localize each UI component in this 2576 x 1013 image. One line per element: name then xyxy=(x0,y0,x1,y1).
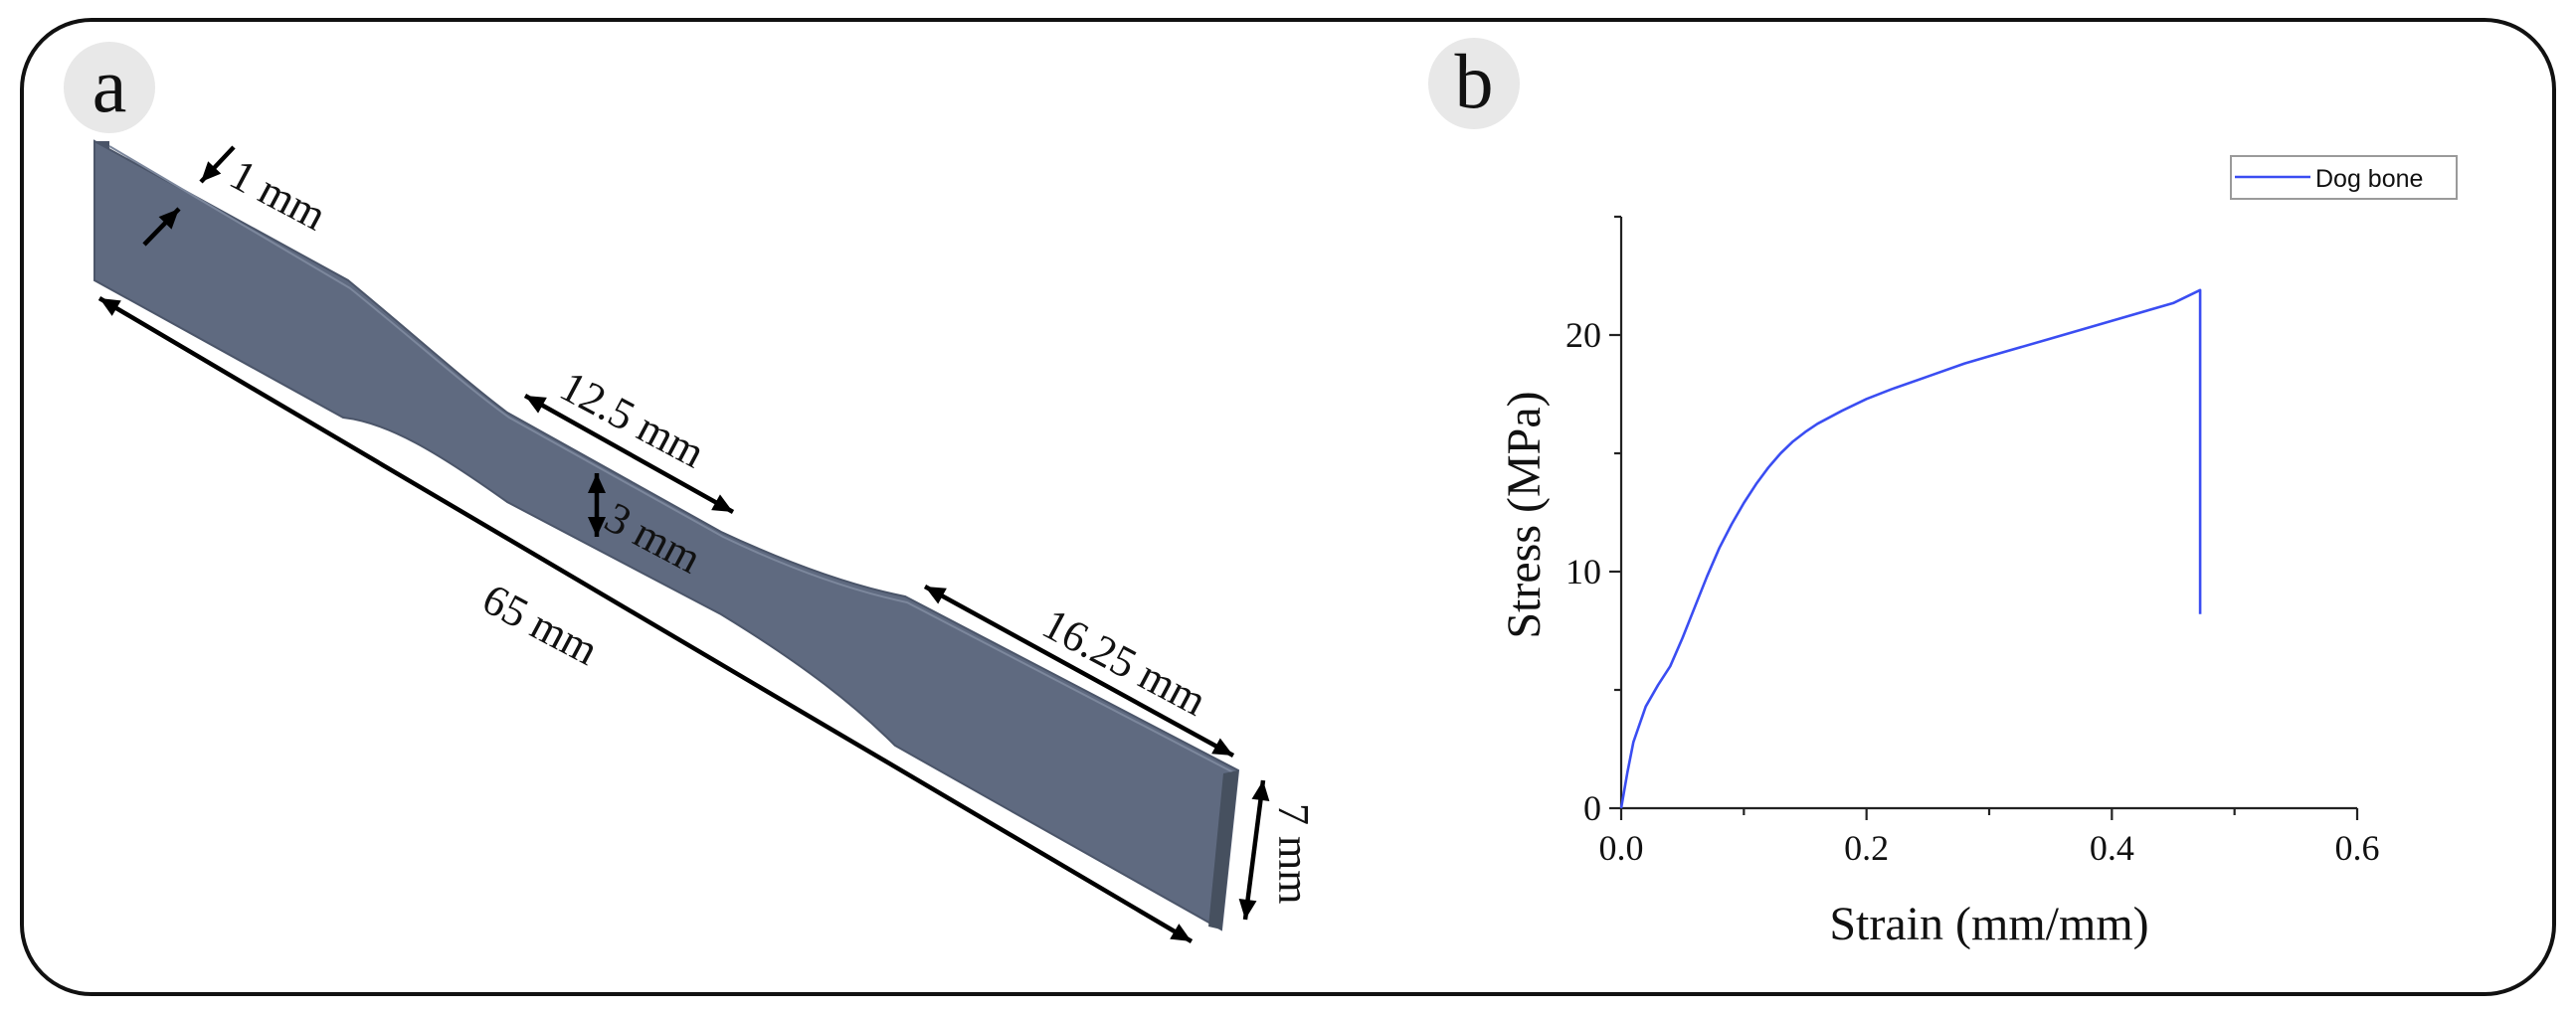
series-layer xyxy=(1619,288,2202,809)
legend-label: Dog bone xyxy=(2315,165,2423,193)
grip-width-label: 7 mm xyxy=(1269,803,1318,904)
y-tick-label: 0 xyxy=(1583,788,1601,828)
gauge-length-arrow-head-end xyxy=(711,494,733,512)
thickness-arrow-top-head xyxy=(201,161,222,182)
specimen-end-face xyxy=(1208,770,1238,929)
grip-length-arrow xyxy=(923,585,1235,758)
dimension-arrows xyxy=(97,145,1270,943)
grip-length-arrow-head-start xyxy=(925,587,947,604)
x-tick-label: 0.2 xyxy=(1844,828,1889,868)
total-length-arrow-head-end xyxy=(1170,924,1192,941)
panel-b: b 0.0 0.2 0.4 0.6 0 10 20 Strain (mm/mm) Stres… xyxy=(1428,38,2458,950)
y-axis-title: Stress (MPa) xyxy=(1498,391,1551,638)
figure-frame xyxy=(20,18,2556,996)
gauge-width-arrow-head-start xyxy=(588,473,606,493)
axis-ticks: 0.0 0.2 0.4 0.6 0 10 20 xyxy=(1565,215,2380,868)
panel-a-label: a xyxy=(92,42,127,128)
specimen-edge-line xyxy=(108,145,1234,773)
gauge-length-arrow xyxy=(523,394,735,514)
grip-width-arrow-head-start xyxy=(1251,780,1270,801)
panel-b-label: b xyxy=(1455,38,1494,124)
gauge-width-arrow-head-end xyxy=(588,517,606,537)
stress-strain-chart: 0.0 0.2 0.4 0.6 0 10 20 Strain (mm/mm) Stress … xyxy=(1498,155,2458,950)
grip-length-arrow-head-end xyxy=(1211,738,1233,756)
thickness-arrow-bottom-head xyxy=(158,209,179,230)
x-tick-label: 0.4 xyxy=(2090,828,2134,868)
gauge-length-arrow-head-start xyxy=(525,396,547,414)
grip-width-arrow-head-end xyxy=(1238,899,1257,920)
panel-b-badge xyxy=(1428,38,1520,129)
y-tick-label: 20 xyxy=(1565,315,1601,355)
grip-width-arrow xyxy=(1242,779,1266,921)
legend: Dog bone xyxy=(2230,155,2458,200)
panel-a-badge xyxy=(64,42,155,133)
y-tick-label: 10 xyxy=(1565,552,1601,591)
x-tick-label: 0.0 xyxy=(1599,828,1644,868)
x-axis-title: Strain (mm/mm) xyxy=(1829,898,2148,950)
total-length-arrow-head-start xyxy=(99,298,121,316)
total-length-arrow xyxy=(97,296,1194,943)
series-line-dog-bone xyxy=(1619,288,2202,809)
x-tick-label: 0.6 xyxy=(2335,828,2380,868)
